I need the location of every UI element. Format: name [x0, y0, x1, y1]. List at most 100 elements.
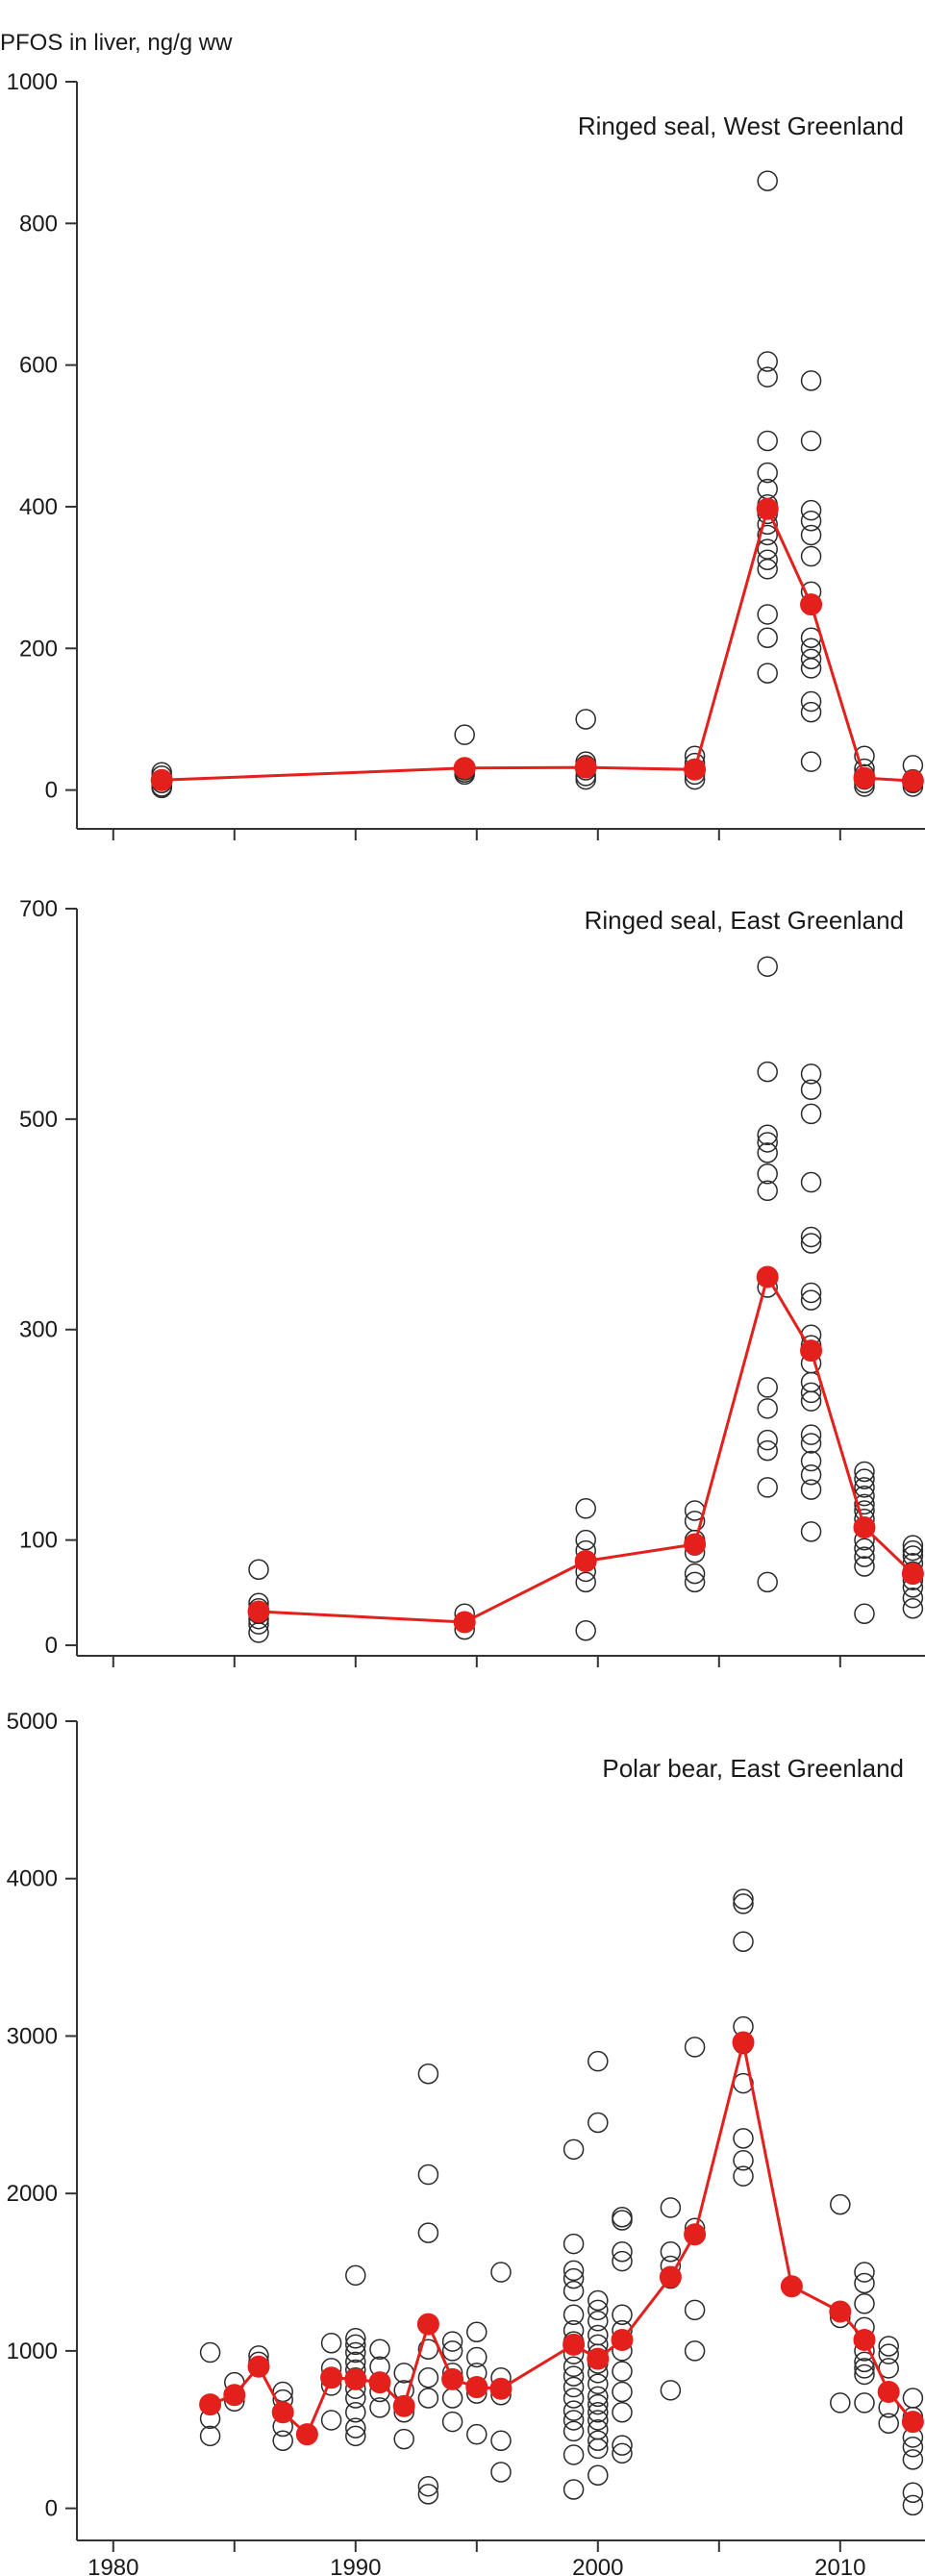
data-point — [588, 2289, 609, 2312]
y-axis-title: PFOS in liver, ng/g ww — [0, 30, 233, 56]
data-point — [757, 538, 778, 560]
data-point — [902, 2482, 924, 2504]
y-tick-label: 4000 — [7, 1866, 58, 1892]
data-point — [490, 2262, 512, 2283]
data-point — [345, 2402, 366, 2423]
mean-point — [574, 756, 597, 779]
data-point — [800, 1233, 822, 1254]
data-point — [612, 2435, 633, 2456]
data-point — [417, 2475, 439, 2497]
y-tick-label: 400 — [19, 494, 58, 520]
data-point — [612, 2210, 633, 2231]
data-point — [757, 559, 778, 580]
y-tick-label: 3000 — [7, 2023, 58, 2049]
panel-polar-bear-east-greenland: 0 1000 2000 3000 4000 5000 1980 1990 2000 2010 Pol… — [7, 1709, 925, 2576]
y-tick-label: 0 — [45, 2496, 58, 2522]
data-point — [575, 1619, 596, 1641]
data-point — [272, 2430, 293, 2451]
mean-point — [877, 2380, 900, 2403]
x-tick-label: 2010 — [814, 2555, 865, 2576]
data-point — [854, 1468, 875, 1489]
data-point — [612, 2361, 633, 2382]
data-point — [800, 1382, 822, 1404]
data-point — [902, 2494, 924, 2516]
data-point — [490, 2462, 512, 2483]
y-tick-label: 300 — [19, 1317, 58, 1343]
mean-point — [684, 758, 707, 781]
data-point — [757, 1429, 778, 1451]
mean-point — [344, 2367, 367, 2390]
panel-title: Ringed seal, West Greenland — [578, 112, 904, 140]
data-point — [441, 2331, 463, 2352]
data-point — [660, 2197, 682, 2218]
mean-point — [853, 2328, 876, 2351]
data-point — [248, 1559, 269, 1581]
data-point — [588, 2464, 609, 2486]
data-point — [466, 2321, 488, 2343]
x-tick-label: 1980 — [88, 2555, 138, 2576]
data-point — [684, 1563, 706, 1585]
y-tick-label: 0 — [45, 778, 58, 804]
data-point — [854, 1603, 875, 1624]
y-tick-label: 2000 — [7, 2181, 58, 2207]
data-point — [733, 1931, 754, 1952]
data-point — [854, 1538, 875, 1560]
data-point — [800, 524, 822, 546]
data-point — [417, 2063, 439, 2085]
data-point — [757, 524, 778, 546]
data-point — [757, 1142, 778, 1163]
data-point — [757, 549, 778, 570]
data-point — [612, 2250, 633, 2272]
data-point — [854, 1477, 875, 1498]
data-point — [757, 1132, 778, 1153]
data-point — [757, 663, 778, 684]
mean-point — [829, 2300, 852, 2323]
data-point — [830, 2193, 851, 2215]
data-point — [612, 2241, 633, 2263]
y-tick-label: 0 — [45, 1633, 58, 1659]
data-point — [345, 2341, 366, 2363]
data-point — [757, 627, 778, 649]
mean-point — [853, 766, 876, 789]
data-point — [757, 604, 778, 625]
data-point — [345, 2417, 366, 2438]
data-point — [733, 2165, 754, 2187]
data-point — [757, 956, 778, 977]
mean-point — [271, 2401, 294, 2424]
mean-point — [800, 1339, 823, 1363]
data-point — [800, 1079, 822, 1100]
panel-title: Polar bear, East Greenland — [602, 1754, 904, 1783]
data-point — [684, 1571, 706, 1593]
mean-point — [901, 1563, 924, 1586]
mean-point — [756, 1265, 779, 1288]
data-point — [800, 545, 822, 567]
data-point — [320, 2332, 342, 2354]
data-point — [757, 1377, 778, 1398]
mean-point — [574, 1550, 597, 1573]
y-tick-label: 500 — [19, 1107, 58, 1133]
data-point — [757, 366, 778, 388]
mean-point — [901, 769, 924, 792]
data-point — [248, 1622, 269, 1643]
data-point — [588, 2393, 609, 2415]
data-point — [588, 2402, 609, 2423]
data-point — [800, 751, 822, 772]
data-point — [733, 1888, 754, 1910]
y-tick-label: 800 — [19, 211, 58, 237]
panel-title: Ringed seal, East Greenland — [585, 906, 904, 935]
data-point — [830, 2392, 851, 2413]
data-point — [454, 724, 475, 745]
mean-point — [684, 2223, 707, 2246]
data-point — [588, 2373, 609, 2395]
data-point — [800, 1063, 822, 1085]
data-point — [733, 1893, 754, 1914]
data-point — [902, 2437, 924, 2458]
data-point — [562, 2400, 585, 2421]
data-point — [684, 2037, 706, 2058]
data-point — [588, 2050, 609, 2072]
data-point — [800, 1433, 822, 1454]
mean-point — [901, 2411, 924, 2434]
mean-point — [368, 2371, 391, 2394]
data-point — [575, 1571, 596, 1593]
